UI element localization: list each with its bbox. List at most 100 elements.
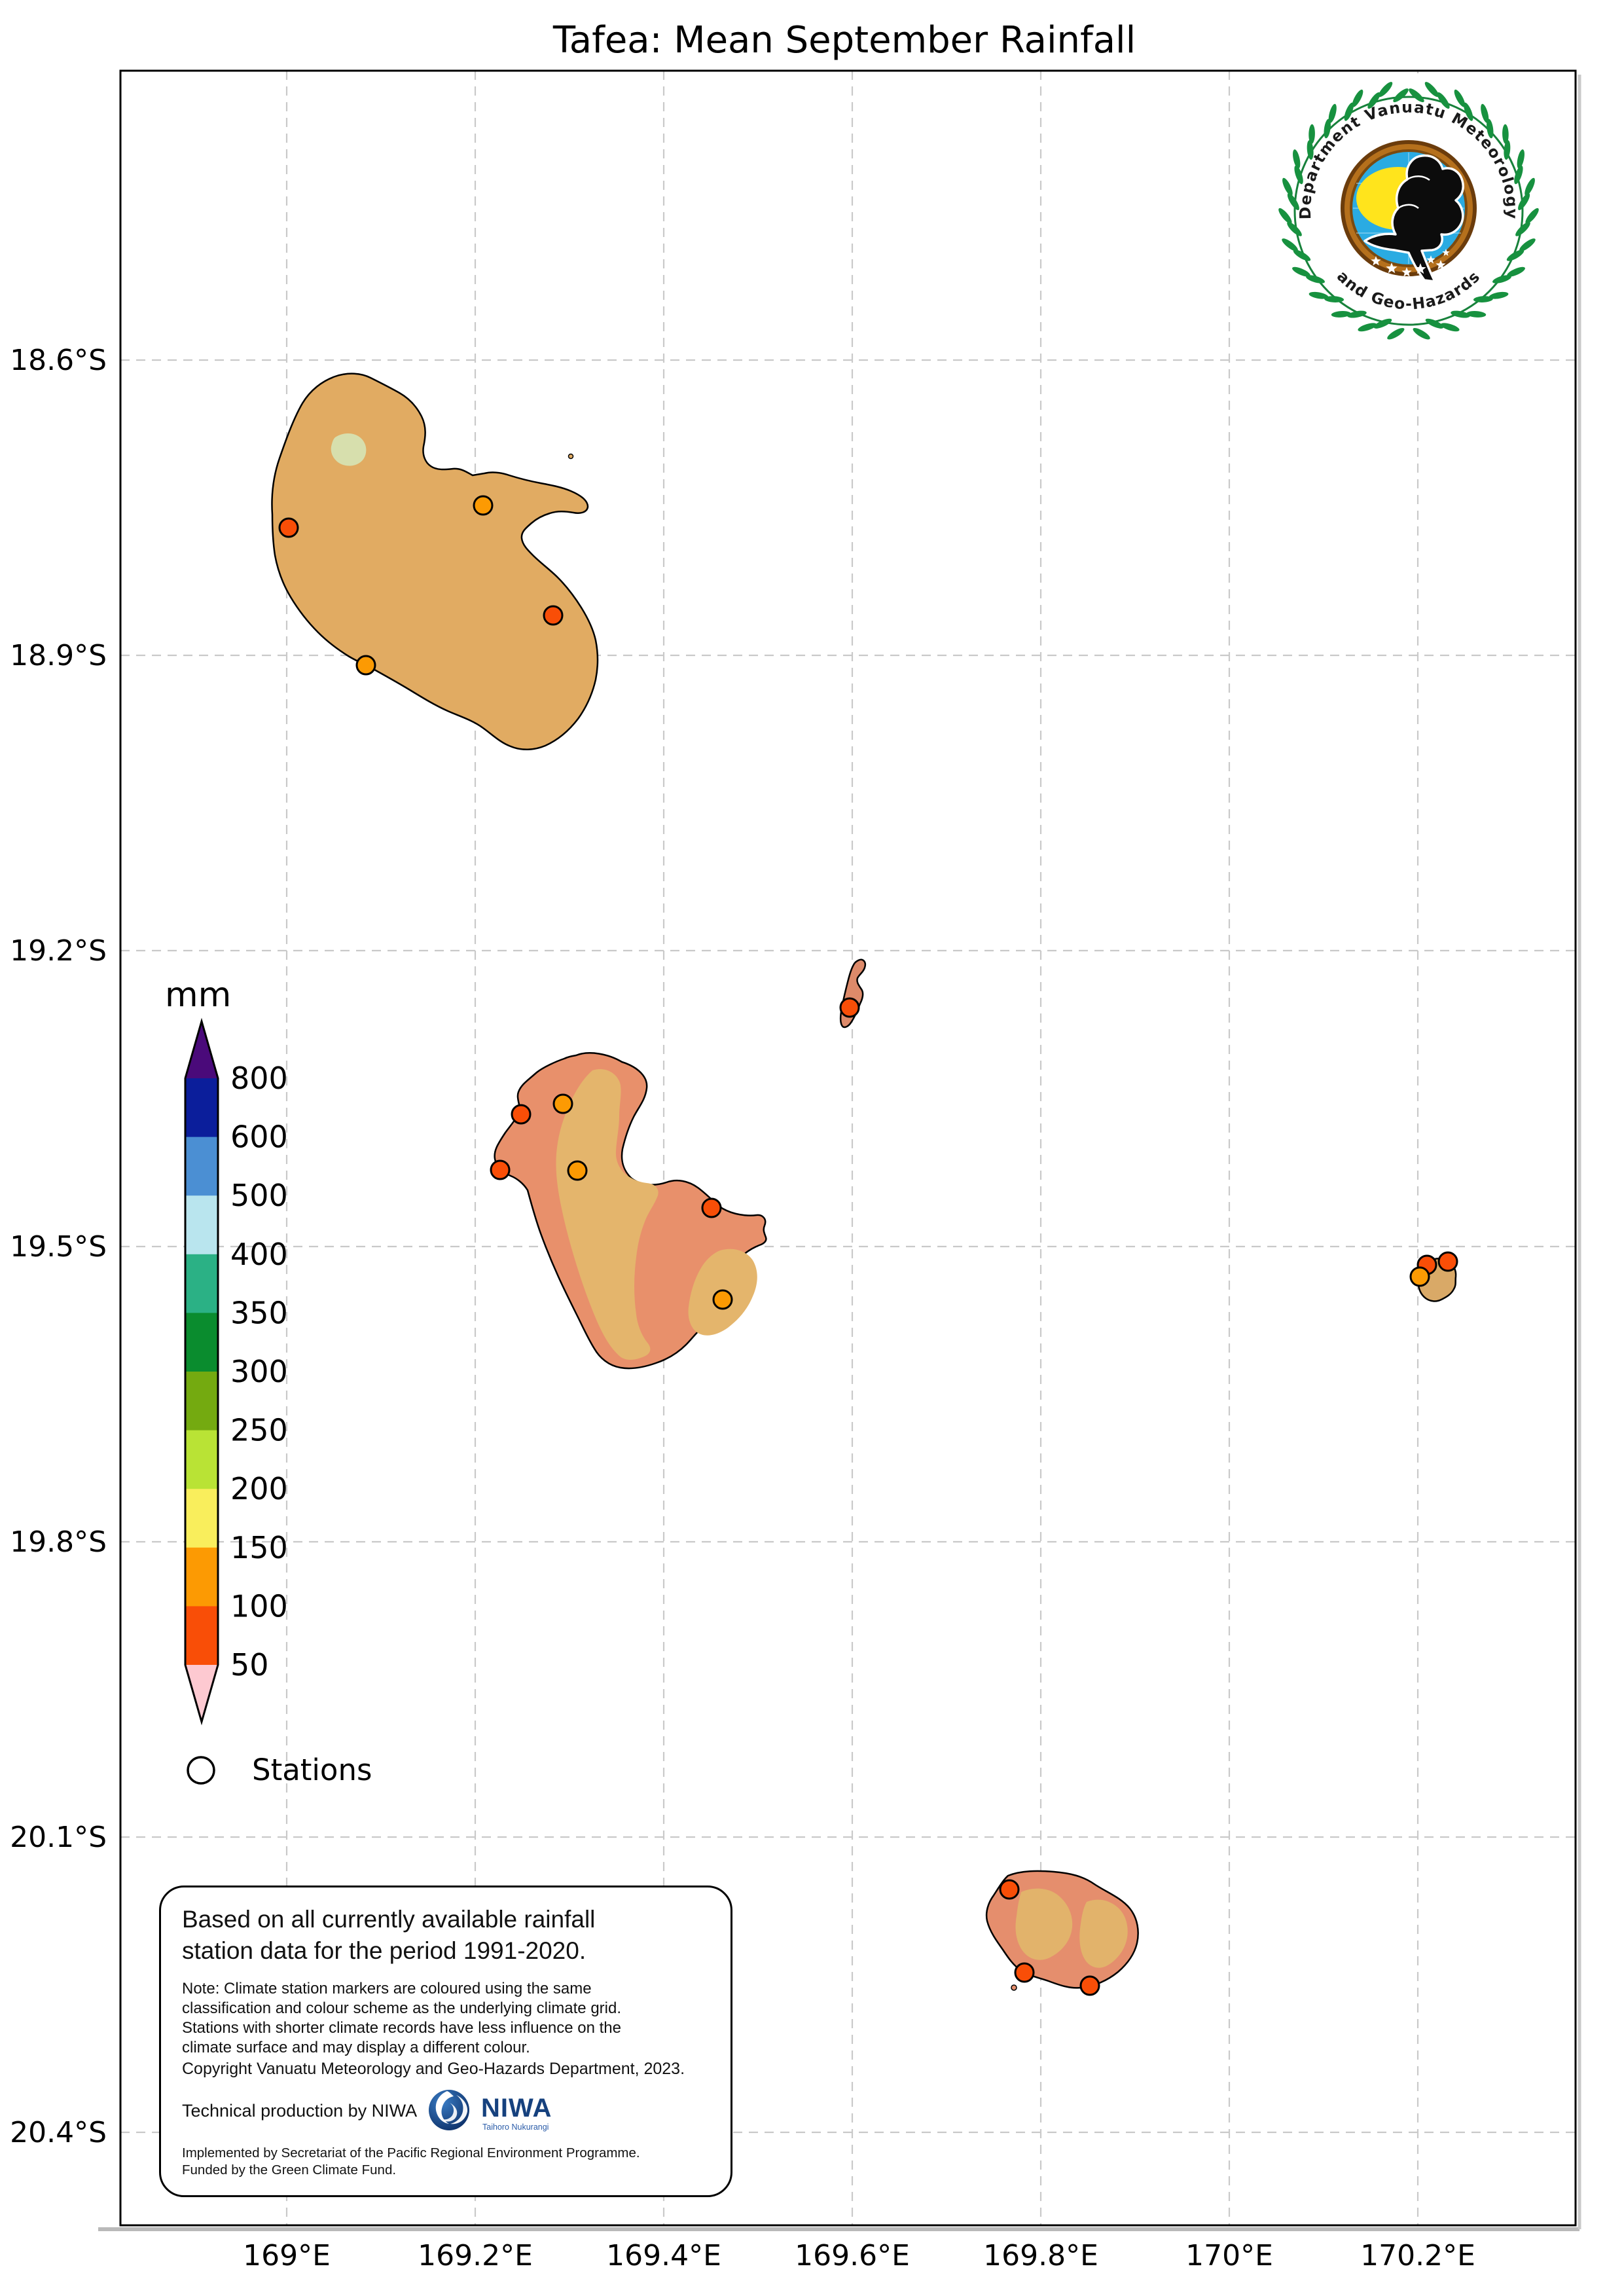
wreath-leaf — [1393, 88, 1409, 103]
wreath-leaf — [1367, 92, 1380, 109]
lon-tick-label: 169°E — [243, 2239, 331, 2272]
colorbar-segment — [185, 1606, 218, 1666]
lon-tick-label: 169.2°E — [418, 2239, 533, 2272]
storm-cloud-icon — [1363, 154, 1464, 283]
wreath-leaf — [1525, 208, 1539, 224]
lat-tick-label: 19.8°S — [10, 1525, 107, 1559]
map-title: Tafea: Mean September Rainfall — [552, 19, 1136, 62]
intro-line-1: Based on all currently available rainfal… — [182, 1906, 596, 1933]
star-icon — [1435, 260, 1446, 270]
colorbar-tick-label: 50 — [230, 1647, 269, 1683]
wreath-leaf — [1504, 140, 1511, 160]
star-icon — [1371, 256, 1381, 266]
production-line: Technical production by NIWA — [182, 2101, 418, 2121]
wreath-leaf — [1352, 89, 1363, 107]
station-marker-aniwa — [839, 997, 860, 1018]
wreath-leaf — [1293, 149, 1301, 169]
implemented-line: Implemented by Secretariat of the Pacifi… — [182, 2145, 640, 2160]
note-line-3: Stations with shorter climate records ha… — [182, 2019, 622, 2037]
erromango-summit-patch — [331, 433, 367, 466]
wreath-leaf — [1451, 310, 1470, 318]
wreath-leaf — [1307, 140, 1314, 160]
wreath-leaf — [1466, 311, 1487, 318]
colorbar-segment — [185, 1254, 218, 1313]
colorbar-tick-label: 100 — [230, 1588, 288, 1624]
wreath-leaf — [1506, 249, 1525, 261]
wreath-leaf — [1492, 275, 1511, 283]
star-icon — [1442, 249, 1450, 256]
wreath-leaf — [1308, 291, 1329, 299]
wreath-leaf — [1287, 193, 1299, 210]
wreath-leaf — [1489, 291, 1509, 299]
colorbar-tick-label: 350 — [230, 1295, 288, 1330]
wreath-leaf — [1387, 327, 1405, 340]
cloud-puff-lines — [1398, 175, 1430, 210]
station-marker-erromango — [278, 517, 299, 538]
lat-tick-label: 20.4°S — [10, 2116, 107, 2149]
lat-tick-label: 18.9°S — [10, 639, 107, 672]
station-marker-futuna — [1437, 1251, 1458, 1272]
station-marker-erromango — [355, 655, 376, 676]
aneityum-east-highland — [1079, 1899, 1128, 1968]
colorbar-tick-label: 600 — [230, 1120, 288, 1155]
wreath-leaf — [1413, 327, 1430, 340]
stations-legend-label: Stations — [252, 1753, 372, 1787]
wreath-leaf — [1358, 323, 1377, 332]
wreath-leaf — [1324, 118, 1331, 139]
wreath-leaf — [1454, 89, 1466, 107]
lon-tick-label: 169.6°E — [795, 2239, 910, 2272]
wreath-leaf — [1306, 275, 1325, 283]
station-markers-layer — [278, 495, 1458, 1996]
station-marker-tanna — [490, 1159, 511, 1180]
funded-line: Funded by the Green Climate Fund. — [182, 2162, 397, 2178]
wreath-leaf — [1282, 238, 1298, 251]
lon-tick-label: 170.2°E — [1360, 2239, 1475, 2272]
note-line-4: climate surface and may display a differ… — [182, 2039, 530, 2056]
star-icon — [1415, 263, 1426, 274]
attribution-box: Based on all currently available rainfal… — [159, 1886, 732, 2197]
lon-tick-label: 169.8°E — [983, 2239, 1098, 2272]
station-marker-erromango — [543, 605, 564, 626]
station-marker-tanna — [567, 1160, 588, 1181]
aneityum-west-highland — [1015, 1888, 1073, 1960]
colorbar-under-arrow — [185, 1665, 218, 1722]
axis-tick-labels: 18.6°S 18.9°S 19.2°S 19.5°S 19.8°S 20.1°S 20.4… — [10, 344, 1475, 2272]
colorbar-tick-label: 400 — [230, 1237, 288, 1272]
lon-tick-label: 169.4°E — [606, 2239, 721, 2272]
colorbar-tick-label: 800 — [230, 1061, 288, 1096]
wreath-leaf — [1525, 177, 1535, 196]
aneityum-islet — [1011, 1984, 1017, 1991]
vmgd-seal: Department Vanuatu Meteorology and Geo-H… — [1278, 73, 1542, 351]
wreath-leaf — [1292, 266, 1310, 277]
note-line-1: Note: Climate station markers are colour… — [182, 1980, 592, 1997]
lat-tick-label: 19.2°S — [10, 934, 107, 968]
colorbar-tick-label: 500 — [230, 1178, 288, 1213]
colorbar-segment — [185, 1195, 218, 1255]
wreath-leaf — [1519, 238, 1536, 251]
star-icon — [1401, 267, 1412, 277]
tanna-highland-band — [556, 1068, 659, 1360]
plot-frame — [119, 69, 1577, 2227]
lat-tick-label: 20.1°S — [10, 1821, 107, 1854]
islands-layer — [271, 373, 1457, 1991]
intro-line-2: station data for the period 1991-2020. — [182, 1937, 586, 1964]
lat-tick-label: 18.6°S — [10, 344, 107, 377]
colorbar-segment — [185, 1430, 218, 1489]
lon-tick-label: 170°E — [1185, 2239, 1273, 2272]
wreath-leaf — [1440, 323, 1460, 332]
colorbar-segment — [185, 1489, 218, 1548]
wreath-leaf — [1487, 118, 1494, 139]
station-marker-aneityum — [1014, 1962, 1035, 1983]
colorbar-unit-label: mm — [165, 975, 231, 1015]
wreath-leaf — [1518, 193, 1530, 210]
wreath-leaf — [1293, 249, 1311, 261]
island-aneityum — [985, 1870, 1139, 1991]
niwa-wordmark: NIWA — [481, 2094, 552, 2123]
niwa-swirl-icon — [429, 2090, 469, 2130]
colorbar-tick-label: 300 — [230, 1354, 288, 1389]
erromango-islet — [568, 453, 574, 460]
colorbar-tick-label: 200 — [230, 1471, 288, 1506]
wreath-leaf — [1294, 165, 1303, 185]
niwa-tagline: Taihoro Nukurangi — [482, 2123, 549, 2132]
